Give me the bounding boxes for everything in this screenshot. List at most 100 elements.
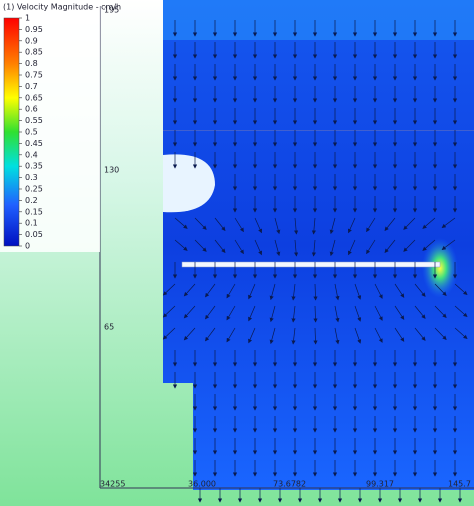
inlet-zone <box>163 0 474 40</box>
velocity-arrow <box>454 305 468 318</box>
hot-spot <box>422 238 458 298</box>
axis-label: 130 <box>104 166 119 175</box>
velocity-arrow <box>454 283 468 296</box>
velocity-arrow <box>174 239 188 251</box>
velocity-arrow <box>248 305 256 322</box>
velocity-arrow <box>162 305 176 318</box>
velocity-arrow <box>311 217 316 235</box>
velocity-arrow <box>311 239 316 257</box>
color-tick-label: 0.65 <box>25 93 43 102</box>
velocity-arrow <box>248 283 256 300</box>
color-tick-label: 0.1 <box>25 219 38 228</box>
velocity-arrow <box>329 217 336 235</box>
axis-label: 145.7 <box>448 480 471 489</box>
velocity-arrow <box>374 305 383 321</box>
velocity-arrow <box>334 305 340 323</box>
color-tick-label: 0.8 <box>25 59 38 68</box>
velocity-arrow <box>205 327 216 342</box>
axis-label: 99.317 <box>366 480 394 489</box>
color-tick-label: 0.5 <box>25 128 38 137</box>
velocity-arrow <box>329 239 336 257</box>
velocity-arrow <box>334 327 340 345</box>
obstacle <box>163 154 215 213</box>
velocity-arrow <box>205 305 216 320</box>
color-tick-label: 0.75 <box>25 71 43 80</box>
velocity-arrow <box>269 305 276 323</box>
velocity-arrow <box>214 217 226 232</box>
velocity-arrow <box>226 327 236 343</box>
axis-label: 195 <box>104 6 119 15</box>
velocity-arrow <box>347 239 356 256</box>
color-tick-label: 1 <box>25 14 30 23</box>
velocity-arrow <box>234 239 244 255</box>
velocity-arrow <box>366 217 376 233</box>
velocity-arrow <box>374 327 383 343</box>
velocity-arrow <box>394 327 405 342</box>
velocity-arrow <box>403 239 416 252</box>
velocity-arrow <box>334 283 340 301</box>
color-tick-label: 0.4 <box>25 150 38 159</box>
velocity-arrow <box>162 283 176 296</box>
velocity-arrow <box>347 217 356 234</box>
velocity-arrow <box>226 283 236 299</box>
color-tick-label: 0.9 <box>25 36 38 45</box>
velocity-arrow <box>269 327 276 345</box>
velocity-arrow <box>374 283 383 299</box>
velocity-arrow <box>434 305 447 318</box>
velocity-arrow <box>394 305 405 320</box>
color-tick-label: 0.85 <box>25 48 43 57</box>
velocity-arrow <box>205 283 216 298</box>
color-tick-label: 0.35 <box>25 162 43 171</box>
velocity-arrow <box>384 239 396 254</box>
legend: (1) Velocity Magnitude - cm/h 1 0.95 0.9 0.… <box>0 0 121 252</box>
velocity-arrow <box>422 217 436 229</box>
color-tick-label: 0.95 <box>25 25 43 34</box>
velocity-arrow <box>422 239 436 251</box>
velocity-arrow <box>441 217 456 228</box>
velocity-arrow <box>434 327 447 340</box>
velocity-arrow <box>384 217 396 232</box>
velocity-arrow <box>269 283 276 301</box>
velocity-arrow <box>291 327 296 345</box>
color-bar <box>3 17 20 247</box>
velocity-arrow <box>291 305 296 323</box>
velocity-arrow <box>313 305 318 323</box>
velocity-arrow <box>366 239 376 255</box>
velocity-arrow <box>274 217 281 235</box>
color-tick-label: 0.7 <box>25 82 38 91</box>
color-tick-label: 0.25 <box>25 185 43 194</box>
section-line <box>163 130 474 131</box>
velocity-arrow <box>294 217 299 235</box>
color-tick-label: 0.45 <box>25 139 43 148</box>
velocity-arrow <box>354 305 362 322</box>
axis-label: 73.6782 <box>273 480 306 489</box>
velocity-arrow <box>183 283 196 297</box>
velocity-arrow <box>274 239 281 257</box>
velocity-arrow <box>414 283 426 297</box>
velocity-arrow <box>248 327 256 344</box>
velocity-arrow <box>254 239 263 256</box>
color-tick-label: 0 <box>25 242 30 251</box>
color-bar-ticks: 1 0.95 0.9 0.85 0.8 0.75 0.7 0.65 0.6 0.55 0.5 0.45… <box>19 14 43 251</box>
velocity-arrow <box>183 305 196 319</box>
axis-label: 36.000 <box>188 480 216 489</box>
velocity-arrow <box>162 327 176 340</box>
legend-title: (1) Velocity Magnitude - cm/h <box>3 3 121 12</box>
velocity-arrow <box>441 239 456 250</box>
velocity-arrow <box>354 327 362 344</box>
velocity-arrow <box>291 283 296 301</box>
velocity-arrow <box>414 327 426 341</box>
color-tick-label: 0.3 <box>25 173 38 182</box>
velocity-arrow <box>313 283 318 301</box>
velocity-arrow <box>313 327 318 345</box>
color-tick-label: 0.55 <box>25 116 43 125</box>
velocity-arrow <box>226 305 236 321</box>
velocity-arrow <box>194 239 207 252</box>
color-tick-label: 0.15 <box>25 207 43 216</box>
velocity-field <box>162 20 468 503</box>
color-tick-label: 0.6 <box>25 105 38 114</box>
velocity-arrow <box>183 327 196 341</box>
velocity-arrow <box>454 327 468 340</box>
fluid-domain <box>163 0 474 490</box>
